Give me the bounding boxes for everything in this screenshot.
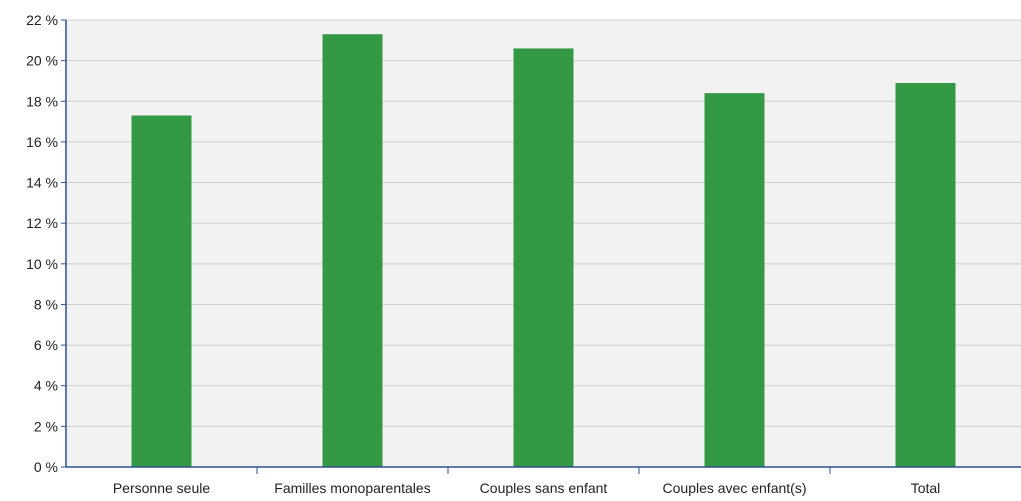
x-tick-label: Couples sans enfant (480, 480, 608, 496)
x-axis-labels: Personne seule Familles monoparentales Cou… (113, 480, 940, 496)
x-tick-label: Couples avec enfant(s) (663, 480, 807, 496)
x-tick-label: Personne seule (113, 480, 211, 496)
bars (131, 34, 956, 468)
y-tick-label: 8 % (34, 296, 58, 312)
bar (322, 34, 383, 468)
y-tick-label: 12 % (26, 215, 58, 231)
bar (895, 82, 956, 468)
x-tick-label: Familles monoparentales (274, 480, 430, 496)
bar (131, 115, 192, 467)
y-tick-label: 14 % (26, 175, 58, 191)
y-tick-label: 20 % (26, 53, 58, 69)
y-tick-label: 6 % (34, 337, 58, 353)
y-tick-label: 22 % (26, 12, 58, 28)
bar (704, 93, 765, 468)
y-tick-label: 2 % (34, 418, 58, 434)
y-tick-label: 16 % (26, 134, 58, 150)
y-tick-label: 4 % (34, 378, 58, 394)
axes (65, 20, 1021, 474)
bar (513, 48, 574, 467)
y-tick-label: 0 % (34, 459, 58, 475)
y-axis-ticks: 0 % 2 % 4 % 6 % 8 % 10 % 12 % 14 % 16 % 18 % 20 % 2… (26, 12, 66, 475)
x-tick-label: Total (911, 480, 941, 496)
y-tick-label: 18 % (26, 93, 58, 109)
y-tick-label: 10 % (26, 256, 58, 272)
